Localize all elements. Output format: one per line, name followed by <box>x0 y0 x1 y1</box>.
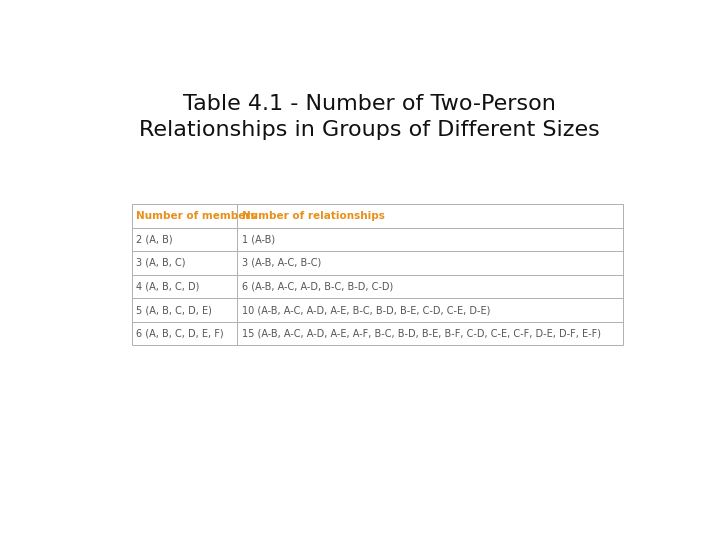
Text: 4 (A, B, C, D): 4 (A, B, C, D) <box>136 281 199 292</box>
Text: Table 4.1 - Number of Two-Person
Relationships in Groups of Different Sizes: Table 4.1 - Number of Two-Person Relatio… <box>139 94 599 140</box>
Text: 5 (A, B, C, D, E): 5 (A, B, C, D, E) <box>136 305 212 315</box>
Text: 6 (A-B, A-C, A-D, B-C, B-D, C-D): 6 (A-B, A-C, A-D, B-C, B-D, C-D) <box>242 281 393 292</box>
Text: 3 (A-B, A-C, B-C): 3 (A-B, A-C, B-C) <box>242 258 321 268</box>
Text: Number of relationships: Number of relationships <box>242 211 384 221</box>
Text: 2 (A, B): 2 (A, B) <box>136 234 173 245</box>
Bar <box>132 204 623 346</box>
Text: 10 (A-B, A-C, A-D, A-E, B-C, B-D, B-E, C-D, C-E, D-E): 10 (A-B, A-C, A-D, A-E, B-C, B-D, B-E, C… <box>242 305 490 315</box>
Text: 15 (A-B, A-C, A-D, A-E, A-F, B-C, B-D, B-E, B-F, C-D, C-E, C-F, D-E, D-F, E-F): 15 (A-B, A-C, A-D, A-E, A-F, B-C, B-D, B… <box>242 329 601 339</box>
Text: Number of members: Number of members <box>136 211 257 221</box>
Text: 3 (A, B, C): 3 (A, B, C) <box>136 258 186 268</box>
Text: 6 (A, B, C, D, E, F): 6 (A, B, C, D, E, F) <box>136 329 224 339</box>
Text: 1 (A-B): 1 (A-B) <box>242 234 275 245</box>
